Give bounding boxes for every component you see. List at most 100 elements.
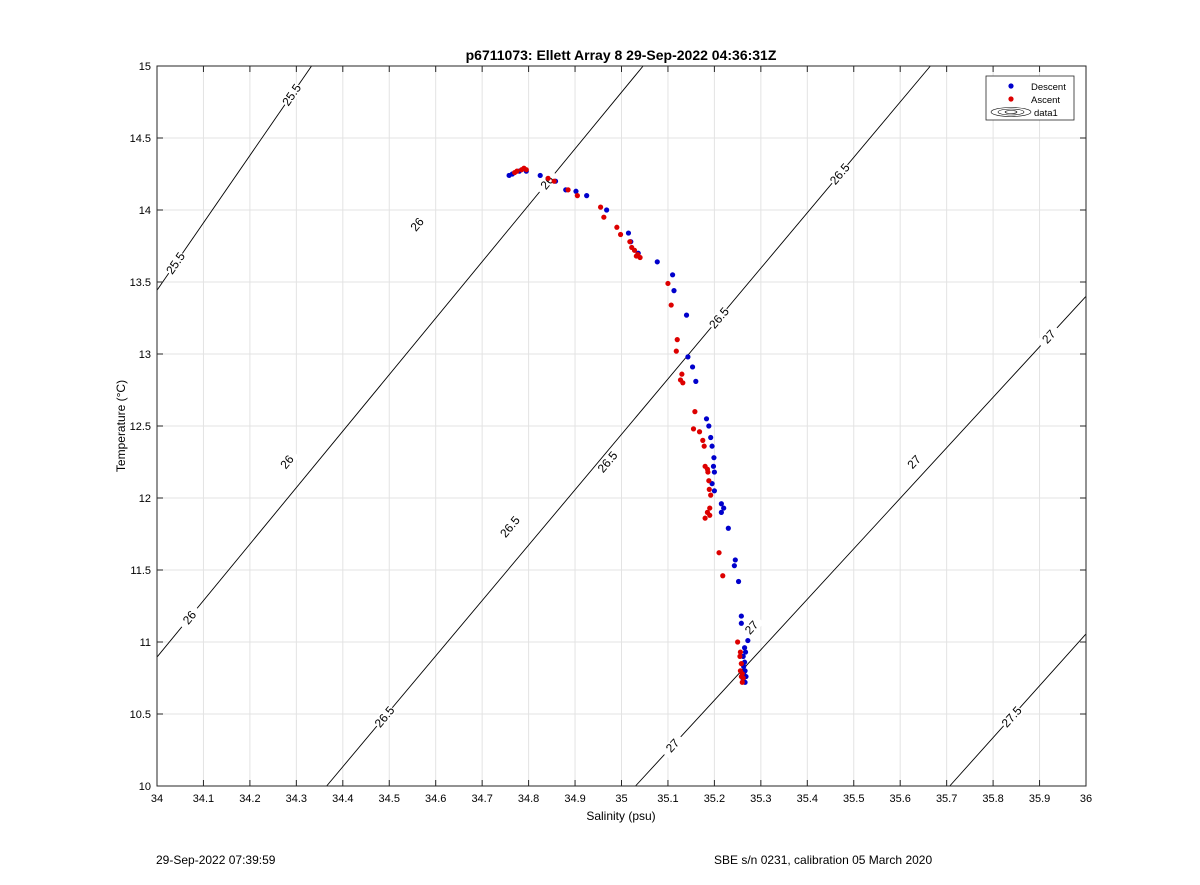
- series-descent: [506, 168, 751, 685]
- contour-label-bg: [279, 81, 304, 109]
- x-tick-label: 35.5: [843, 793, 864, 805]
- point-descent: [718, 509, 724, 515]
- series-ascent: [512, 165, 746, 685]
- point-descent: [671, 288, 677, 294]
- point-ascent: [706, 478, 712, 484]
- point-descent: [708, 434, 714, 441]
- point-descent: [741, 645, 748, 651]
- point-ascent: [705, 469, 711, 475]
- contour-label-bg: [901, 449, 927, 475]
- contour-line: [326, 65, 931, 787]
- point-ascent: [702, 515, 708, 521]
- legend: Descent Ascent data1: [985, 75, 1075, 121]
- contour-label-bg: [595, 448, 620, 476]
- point-ascent: [614, 224, 620, 230]
- point-ascent: [668, 302, 674, 308]
- point-ascent: [637, 254, 643, 261]
- x-tick-label: 35.6: [889, 793, 910, 805]
- x-tick-label: 35: [615, 793, 627, 805]
- x-tick-label: 34.7: [471, 793, 492, 805]
- x-tick-label: 34.4: [332, 793, 353, 805]
- point-descent: [689, 364, 696, 370]
- x-tick-label: 34.8: [518, 793, 539, 805]
- point-ascent: [690, 426, 697, 432]
- point-ascent: [696, 429, 703, 435]
- legend-box: [985, 75, 1075, 121]
- y-axis-label: Temperature (°C): [114, 380, 128, 472]
- point-ascent: [707, 505, 713, 511]
- point-ascent: [551, 178, 557, 184]
- point-descent: [735, 578, 742, 585]
- point-ascent: [737, 649, 744, 655]
- point-ascent: [735, 639, 741, 645]
- point-ascent: [514, 168, 520, 174]
- point-ascent: [700, 437, 706, 443]
- point-descent: [711, 488, 718, 494]
- point-ascent: [707, 512, 713, 518]
- x-axis-label: Salinity (psu): [586, 809, 655, 823]
- contour-line: [156, 65, 644, 658]
- point-descent: [669, 272, 676, 278]
- point-descent: [537, 172, 543, 179]
- legend-label-data1: data1: [1034, 108, 1058, 119]
- point-descent: [745, 637, 751, 644]
- y-axis-ticks: 10 10.5 11 11.5 12 12.5 13 13.5 14 14.5 15: [130, 61, 1086, 793]
- x-tick-label: 35.2: [704, 793, 725, 805]
- point-descent: [738, 620, 744, 626]
- y-tick-label: 14: [139, 205, 151, 217]
- point-descent: [718, 501, 724, 507]
- legend-label-ascent: Ascent: [1031, 95, 1060, 106]
- point-descent: [685, 354, 691, 360]
- y-tick-label: 10.5: [130, 709, 151, 721]
- point-ascent: [617, 231, 624, 238]
- point-ascent: [565, 187, 571, 193]
- point-descent: [703, 416, 710, 422]
- contour-label-bg: [1036, 323, 1062, 350]
- point-descent: [683, 312, 690, 318]
- point-descent: [625, 230, 632, 236]
- point-ascent: [665, 280, 671, 287]
- point-ascent: [674, 337, 680, 343]
- point-descent: [710, 463, 717, 469]
- y-tick-label: 13: [139, 349, 151, 361]
- y-tick-label: 12.5: [130, 421, 151, 433]
- contour-label-bg: [706, 304, 732, 332]
- point-ascent: [720, 573, 726, 579]
- y-tick-label: 10: [139, 781, 151, 793]
- point-ascent: [601, 214, 607, 220]
- contour-legend-icon: [990, 107, 1032, 117]
- contour-label-bg: [372, 703, 397, 730]
- point-ascent: [545, 175, 551, 181]
- y-tick-label: 14.5: [130, 133, 151, 145]
- point-descent: [732, 557, 738, 563]
- x-tick-label: 35.4: [797, 793, 818, 805]
- footer-timestamp: 29-Sep-2022 07:39:59: [156, 853, 276, 867]
- point-ascent: [680, 380, 686, 386]
- contour-label-bg: [999, 703, 1025, 730]
- legend-marker-descent: [1008, 83, 1014, 89]
- point-ascent: [631, 247, 638, 253]
- point-descent: [742, 649, 749, 655]
- point-descent: [654, 259, 660, 265]
- point-ascent: [673, 348, 679, 354]
- contour-label-bg: [274, 448, 300, 476]
- contour-label-bg: [177, 604, 202, 631]
- point-descent: [709, 443, 715, 449]
- point-descent: [693, 378, 699, 384]
- point-descent: [573, 188, 579, 194]
- x-tick-label: 35.9: [1029, 793, 1050, 805]
- contour-line: [635, 296, 1087, 787]
- x-tick-label: 34.2: [239, 793, 260, 805]
- x-tick-label: 34: [151, 793, 163, 805]
- y-tick-label: 11.5: [130, 565, 151, 577]
- x-tick-label: 35.1: [657, 793, 678, 805]
- x-tick-label: 35.8: [982, 793, 1003, 805]
- point-ascent: [740, 675, 746, 681]
- point-ascent: [701, 443, 707, 449]
- point-ascent: [737, 653, 743, 660]
- point-descent: [711, 455, 717, 461]
- footer-calibration: SBE s/n 0231, calibration 05 March 2020: [714, 853, 933, 867]
